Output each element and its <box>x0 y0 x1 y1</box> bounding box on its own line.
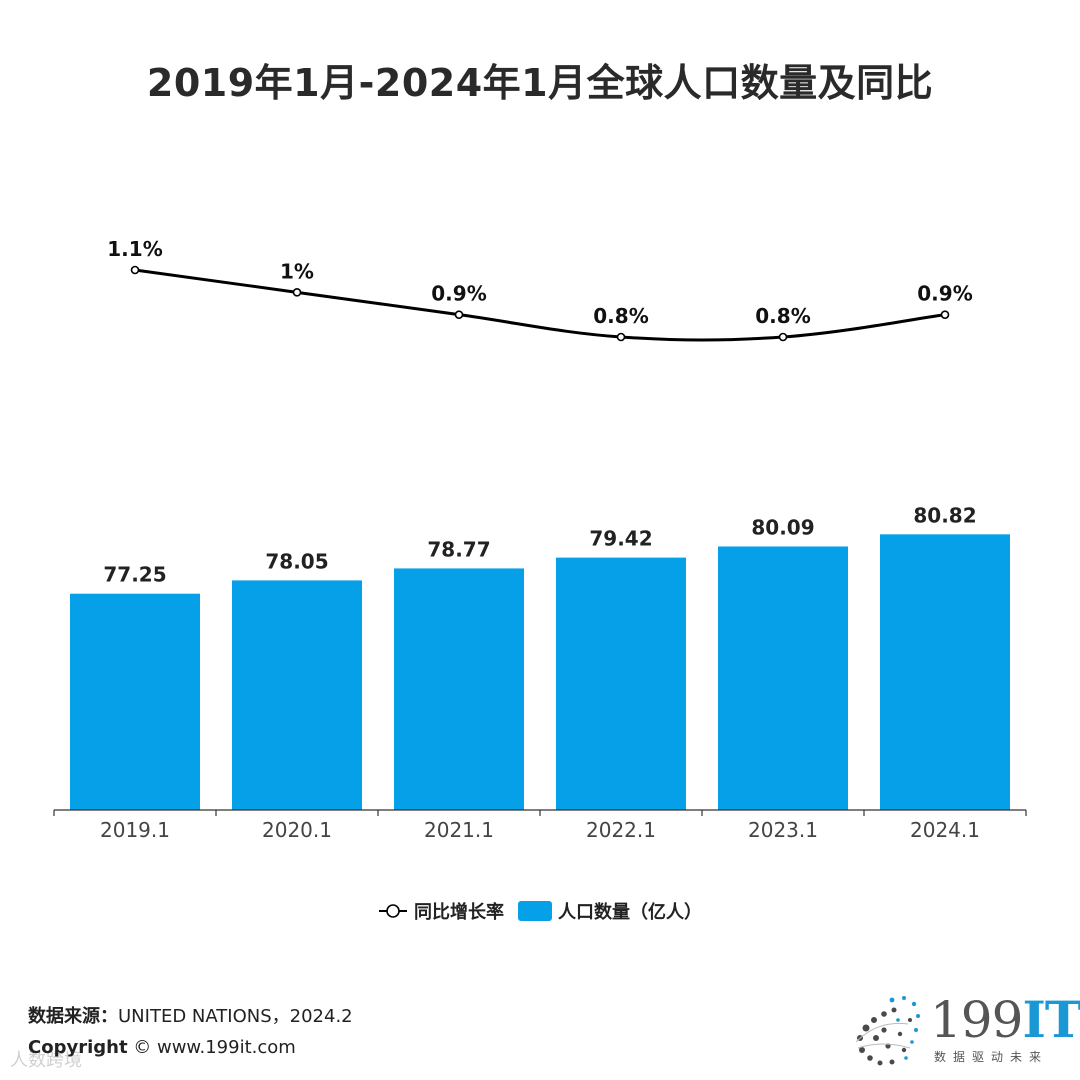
growth-line <box>134 268 946 342</box>
growth-value-label: 1.1% <box>107 237 162 261</box>
legend-item-growth[interactable]: 同比增长率 <box>378 898 504 924</box>
growth-point-2020.1 <box>292 288 302 297</box>
bar-value-label: 79.42 <box>589 527 652 551</box>
source-value: UNITED NATIONS，2024.2 <box>118 1006 353 1027</box>
copyright-value: © www.199it.com <box>127 1037 296 1058</box>
growth-value-label: 0.9% <box>917 282 972 306</box>
growth-value-label: 0.8% <box>755 304 810 328</box>
copyright-key: Copyright <box>28 1037 128 1058</box>
growth-point-2021.1 <box>454 310 464 319</box>
bar-2024.1 <box>880 534 1010 810</box>
logo-wordmark: 199IT <box>930 990 1080 1049</box>
bar-2022.1 <box>556 557 686 810</box>
logo-it: IT <box>1022 990 1080 1049</box>
bar-value-label: 78.05 <box>265 549 328 573</box>
legend: 同比增长率 人口数量（亿人） <box>0 898 1080 924</box>
source-key: 数据来源： <box>28 1006 118 1027</box>
legend-label-growth: 同比增长率 <box>414 902 504 923</box>
growth-point-2019.1 <box>130 265 140 275</box>
bar-2020.1 <box>232 580 362 810</box>
watermark: 人数跨境 <box>10 1050 82 1071</box>
x-tick-label: 2023.1 <box>748 818 818 842</box>
logo-dots-icon <box>855 996 920 1066</box>
legend-line-marker-icon <box>379 904 407 918</box>
bar-2021.1 <box>394 568 524 810</box>
legend-label-population: 人口数量（亿人） <box>558 902 702 923</box>
x-tick-label: 2024.1 <box>910 818 980 842</box>
legend-item-population[interactable]: 人口数量（亿人） <box>518 898 702 924</box>
chart-title: 2019年1月-2024年1月全球人口数量及同比 <box>146 61 934 105</box>
x-tick-label: 2022.1 <box>586 818 656 842</box>
bar-value-label: 80.09 <box>751 515 814 539</box>
x-tick-label: 2019.1 <box>100 818 170 842</box>
bar-value-label: 77.25 <box>103 563 166 587</box>
growth-point-2022.1 <box>616 332 626 342</box>
growth-value-label: 1% <box>280 259 314 283</box>
bar-value-label: 80.82 <box>913 503 976 527</box>
growth-value-label: 0.8% <box>593 304 648 328</box>
x-tick-label: 2020.1 <box>262 818 332 842</box>
bar-value-label: 78.77 <box>427 537 490 561</box>
logo-tagline: 数据驱动未来 <box>934 1050 1049 1064</box>
legend-bar-swatch-icon <box>518 901 552 921</box>
data-source: 数据来源：UNITED NATIONS，2024.2 <box>28 1002 353 1028</box>
growth-point-2023.1 <box>778 332 788 342</box>
bar-2023.1 <box>718 546 848 810</box>
copyright: Copyright © www.199it.com <box>28 1037 296 1058</box>
growth-value-label: 0.9% <box>431 282 486 306</box>
combo-chart: 77.25 2019.1 78.05 2020.1 78.77 2021.1 79.42 20… <box>53 237 1027 842</box>
growth-point-2024.1 <box>940 310 950 319</box>
x-tick-label: 2021.1 <box>424 818 494 842</box>
logo-number: 199 <box>930 991 1023 1049</box>
bar-2019.1 <box>70 593 200 810</box>
